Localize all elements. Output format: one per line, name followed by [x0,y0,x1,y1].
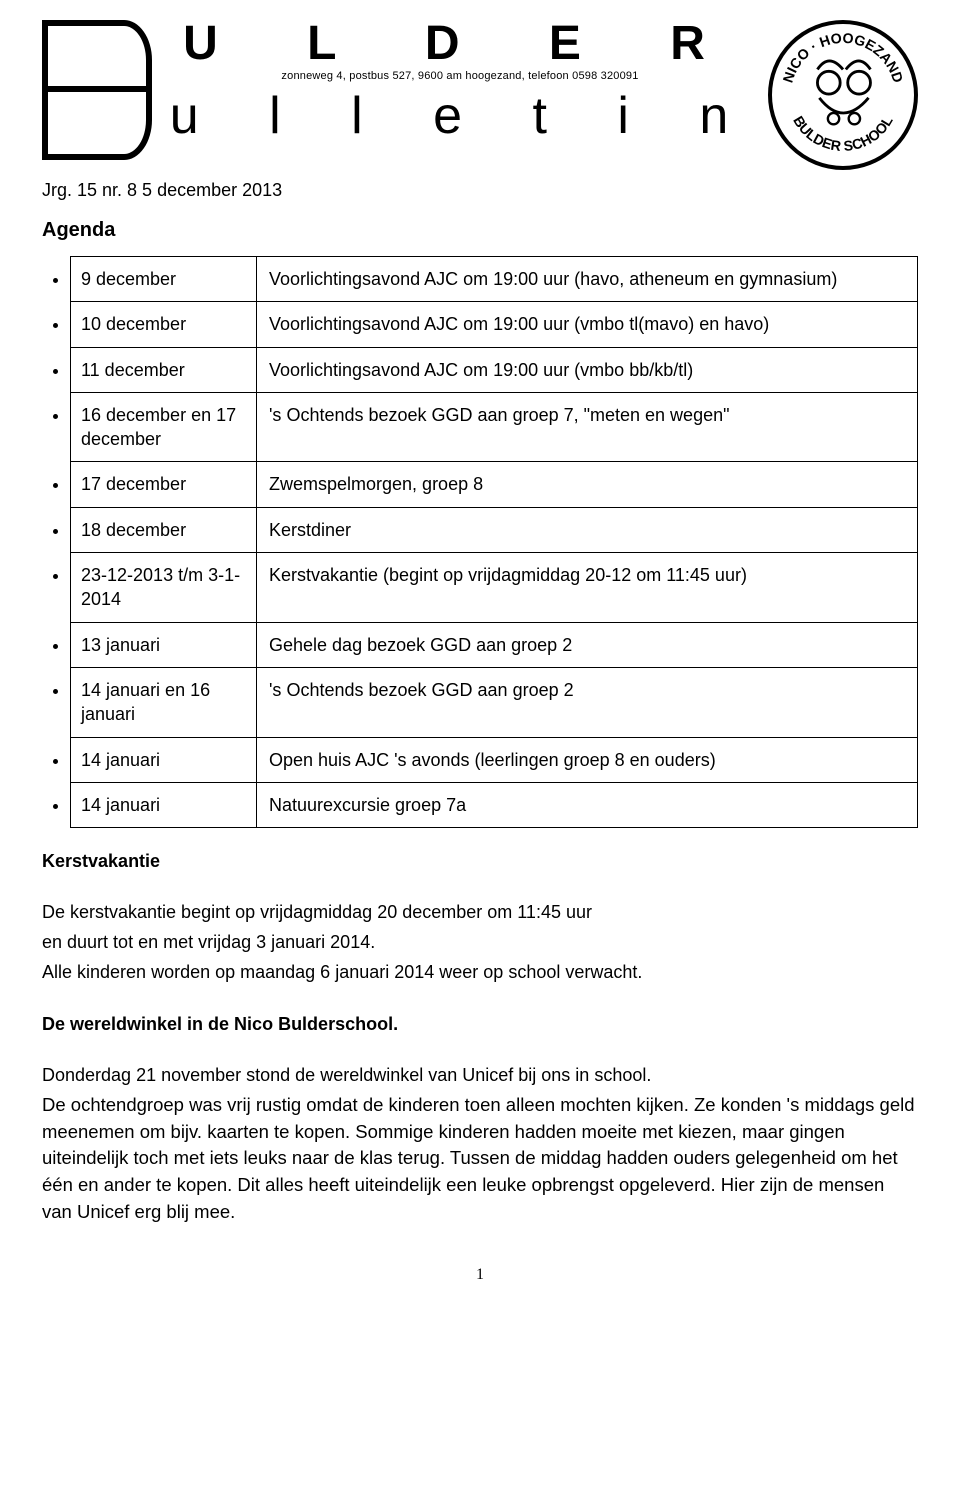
agenda-desc: Zwemspelmorgen, groep 8 [257,462,917,506]
body-text: Kerstvakantie De kerstvakantie begint op… [42,848,918,1226]
masthead: U L D E R zonneweg 4, postbus 527, 9600 … [42,20,918,170]
agenda-desc: Natuurexcursie groep 7a [257,783,917,827]
issue-line: Jrg. 15 nr. 8 5 december 2013 [42,180,918,201]
school-logo-icon: NICO · HOOGEZAND BULDER SCHOOL [768,20,918,170]
agenda-row: 16 december en 17 december's Ochtends be… [70,392,918,463]
agenda-row: 23-12-2013 t/m 3-1-2014Kerstvakantie (be… [70,552,918,623]
wereldwinkel-paragraph: De ochtendgroep was vrij rustig omdat de… [42,1092,918,1226]
agenda-row: 17 decemberZwemspelmorgen, groep 8 [70,461,918,507]
agenda-desc: Open huis AJC 's avonds (leerlingen groe… [257,738,917,782]
agenda-table: 9 decemberVoorlichtingsavond AJC om 19:0… [42,256,918,828]
agenda-heading: Agenda [42,219,918,242]
agenda-desc: Voorlichtingsavond AJC om 19:00 uur (hav… [257,257,917,301]
agenda-desc: Kerstdiner [257,508,917,552]
agenda-desc: Gehele dag bezoek GGD aan groep 2 [257,623,917,667]
kerstvakantie-line: De kerstvakantie begint op vrijdagmiddag… [42,899,918,925]
agenda-date: 14 januari [71,783,257,827]
agenda-row: 13 januariGehele dag bezoek GGD aan groe… [70,622,918,668]
kerstvakantie-heading: Kerstvakantie [42,848,918,874]
masthead-center: U L D E R zonneweg 4, postbus 527, 9600 … [162,20,758,145]
agenda-desc: 's Ochtends bezoek GGD aan groep 7, "met… [257,393,917,462]
agenda-row: 14 januariOpen huis AJC 's avonds (leerl… [70,737,918,783]
page-number: 1 [42,1266,918,1284]
wereldwinkel-heading: De wereldwinkel in de Nico Bulderschool. [42,1011,918,1037]
wereldwinkel-line: Donderdag 21 november stond de wereldwin… [42,1062,918,1088]
agenda-row: 10 decemberVoorlichtingsavond AJC om 19:… [70,301,918,347]
svg-text:BULDER SCHOOL: BULDER SCHOOL [789,113,896,155]
logo-letter-b [42,20,152,160]
kerstvakantie-line: Alle kinderen worden op maandag 6 januar… [42,959,918,985]
agenda-date: 13 januari [71,623,257,667]
agenda-date: 14 januari en 16 januari [71,668,257,737]
agenda-date: 18 december [71,508,257,552]
agenda-row: 18 decemberKerstdiner [70,507,918,553]
agenda-date: 17 december [71,462,257,506]
agenda-date: 23-12-2013 t/m 3-1-2014 [71,553,257,622]
agenda-desc: Voorlichtingsavond AJC om 19:00 uur (vmb… [257,302,917,346]
agenda-desc: Kerstvakantie (begint op vrijdagmiddag 2… [257,553,917,622]
agenda-date: 14 januari [71,738,257,782]
agenda-row: 9 decemberVoorlichtingsavond AJC om 19:0… [70,256,918,302]
agenda-row: 11 decemberVoorlichtingsavond AJC om 19:… [70,347,918,393]
svg-text:NICO · HOOGEZAND: NICO · HOOGEZAND [781,31,906,85]
agenda-date: 16 december en 17 december [71,393,257,462]
agenda-row: 14 januariNatuurexcursie groep 7a [70,782,918,828]
agenda-date: 9 december [71,257,257,301]
agenda-row: 14 januari en 16 januari's Ochtends bezo… [70,667,918,738]
agenda-desc: Voorlichtingsavond AJC om 19:00 uur (vmb… [257,348,917,392]
masthead-top-letters: U L D E R [168,20,758,68]
agenda-date: 11 december [71,348,257,392]
agenda-date: 10 december [71,302,257,346]
masthead-bottom-letters: u l l e t i n [168,88,758,145]
agenda-desc: 's Ochtends bezoek GGD aan groep 2 [257,668,917,737]
kerstvakantie-line: en duurt tot en met vrijdag 3 januari 20… [42,929,918,955]
masthead-address: zonneweg 4, postbus 527, 9600 am hoogeza… [162,70,758,82]
